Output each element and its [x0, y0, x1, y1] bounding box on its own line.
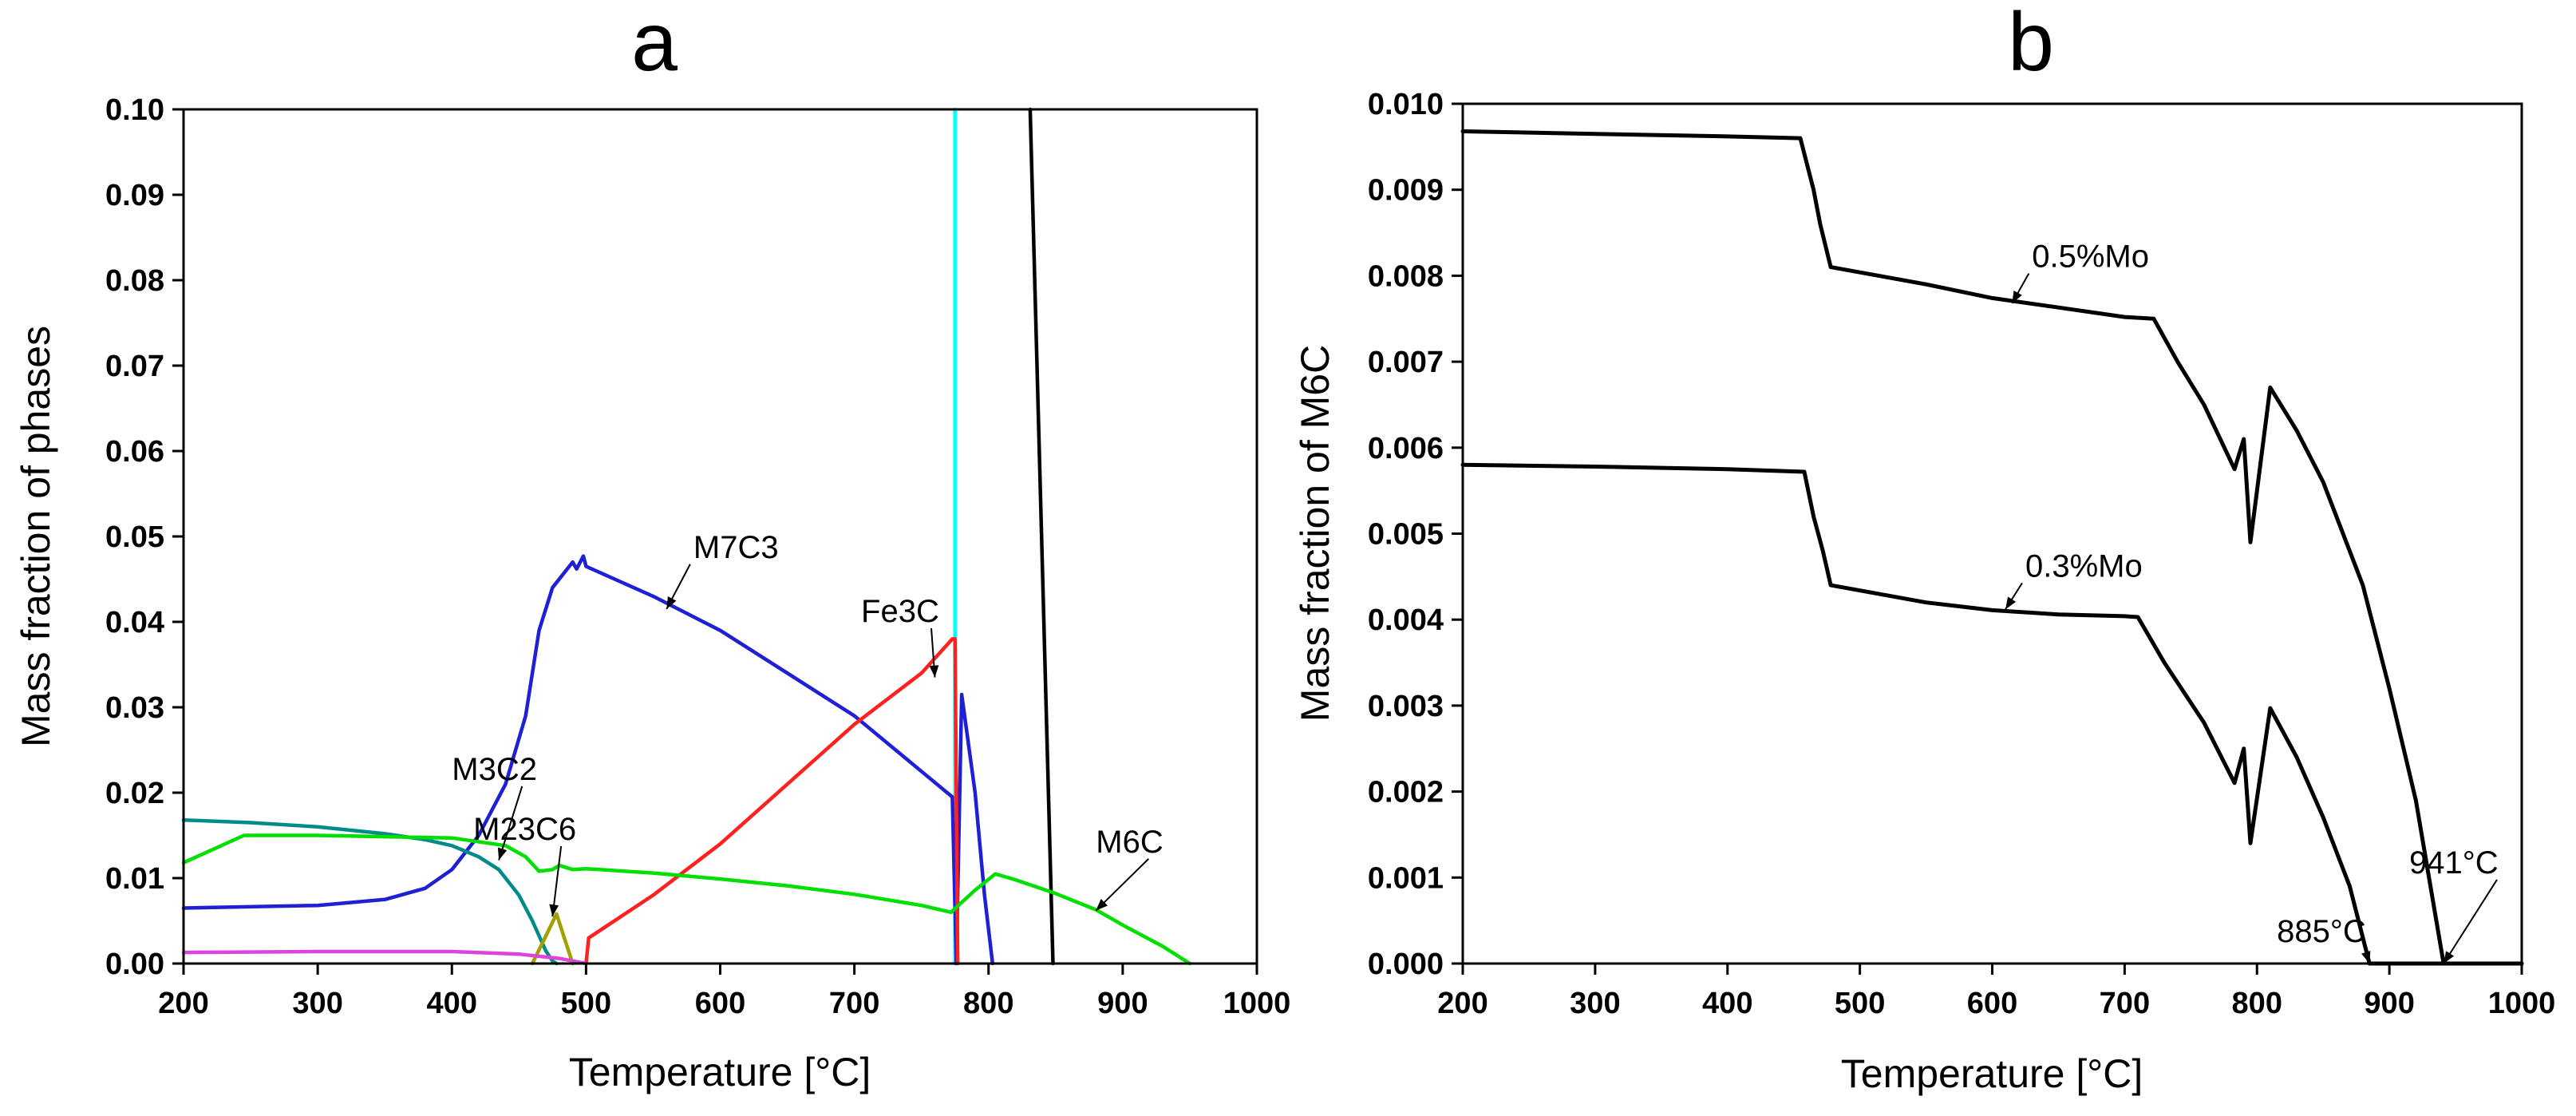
series-m6c-line [181, 833, 1192, 966]
annotation-label: 885°C [2277, 914, 2366, 949]
y-tick-label: 0.09 [105, 179, 164, 212]
annotation-arrowhead [1096, 899, 1108, 911]
annotation-label: M23C6 [473, 812, 576, 847]
annotation-label: M6C [1096, 825, 1163, 860]
panel-b-ticks: 200 300 400 500 600 700 800 900 1000 0.000 0.001 0.… [1368, 88, 2555, 1020]
annotation-arrowhead [2444, 951, 2455, 964]
annotation-arrowhead [549, 904, 559, 917]
y-tick-label: 0.003 [1368, 690, 1444, 723]
y-tick-label: 0.001 [1368, 861, 1444, 895]
panel-b: b 200 300 400 500 600 700 800 900 1000 0.000 0.001… [1293, 0, 2555, 1096]
y-tick-label: 0.01 [105, 862, 164, 896]
y-tick-label: 0.07 [105, 350, 164, 383]
annotation-label: M7C3 [693, 530, 779, 565]
panel-b-y-axis-title: Mass fraction of M6C [1293, 345, 1337, 722]
y-tick-label: 0.05 [105, 520, 164, 554]
y-tick-label: 0.010 [1368, 88, 1444, 121]
annotation-arrowhead [2005, 596, 2017, 610]
x-tick-label: 800 [2232, 987, 2282, 1020]
panel-b-frame [1461, 102, 2523, 965]
annotation-leader [2443, 879, 2498, 964]
annotation-label: 941°C [2409, 845, 2499, 881]
panel-a-plot-area [181, 107, 1192, 966]
series-0-5-mo-line [1460, 129, 2524, 966]
x-tick-label: 1000 [1223, 987, 1291, 1020]
panel-a-letter: a [631, 0, 678, 89]
x-tick-label: 600 [695, 987, 745, 1020]
x-tick-label: 1000 [2488, 987, 2556, 1020]
x-tick-label: 900 [1097, 987, 1148, 1020]
series-m3c2-line [181, 817, 559, 966]
panel-b-letter: b [2008, 0, 2054, 89]
annotation-label: M3C2 [452, 752, 537, 787]
y-tick-label: 0.00 [105, 948, 164, 981]
x-tick-label: 700 [2100, 987, 2150, 1020]
panel-a-x-axis-title: Temperature [°C] [569, 1050, 871, 1094]
panel-b-x-axis-title: Temperature [°C] [1841, 1051, 2143, 1096]
x-tick-label: 900 [2364, 987, 2414, 1020]
annotation-leader [498, 786, 523, 861]
series-unlabeled-phase-line [181, 949, 588, 966]
x-tick-label: 500 [1835, 987, 1885, 1020]
y-tick-label: 0.000 [1368, 948, 1444, 981]
series-0-3-mo-line [1460, 462, 2524, 966]
annotation-arrowhead [2012, 291, 2022, 303]
panel-b-annotations: 0.5%Mo 0.3%Mo 941°C 885°C [2005, 239, 2499, 964]
y-tick-label: 0.06 [105, 435, 164, 469]
x-tick-label: 200 [1437, 987, 1488, 1020]
series-fe3c-line [584, 637, 960, 966]
x-tick-label: 300 [1570, 987, 1620, 1020]
y-tick-label: 0.02 [105, 777, 164, 810]
annotation-leader [1095, 858, 1149, 912]
x-tick-label: 500 [561, 987, 611, 1020]
panel-b-plot-area [1460, 129, 2524, 966]
x-tick-label: 700 [829, 987, 879, 1020]
y-tick-label: 0.10 [105, 93, 164, 127]
annotation-label: 0.5%Mo [2032, 239, 2149, 275]
x-tick-label: 800 [963, 987, 1013, 1020]
annotation-arrowhead [666, 596, 677, 609]
x-tick-label: 400 [427, 987, 477, 1020]
annotation-label: Fe3C [861, 594, 939, 629]
annotation-arrowhead [929, 665, 939, 678]
x-tick-label: 600 [1967, 987, 2017, 1020]
y-tick-label: 0.03 [105, 691, 164, 725]
y-tick-label: 0.005 [1368, 518, 1444, 552]
series-austenite-boundary-line [1028, 107, 1055, 966]
x-tick-label: 400 [1702, 987, 1752, 1020]
y-tick-label: 0.007 [1368, 346, 1444, 379]
annotation-label: 0.3%Mo [2025, 548, 2143, 584]
y-tick-label: 0.04 [105, 606, 164, 639]
panel-a-ticks: 200 300 400 500 600 700 800 900 1000 0.00 0.01 0.02… [105, 93, 1290, 1020]
panel-a: a 200 300 400 500 600 700 800 900 1000 0.00 0.01 0.… [14, 0, 1290, 1094]
y-tick-label: 0.008 [1368, 259, 1444, 293]
y-tick-label: 0.002 [1368, 776, 1444, 809]
annotation-arrowhead [2361, 951, 2371, 964]
panel-a-annotations: M7C3 Fe3C M3C2 M23C6 M6C [452, 530, 1164, 917]
y-tick-label: 0.006 [1368, 432, 1444, 465]
panel-a-y-axis-title: Mass fraction of phases [14, 326, 58, 747]
series-m23c6-line [530, 912, 575, 966]
x-tick-label: 200 [158, 987, 208, 1020]
x-tick-label: 300 [292, 987, 342, 1020]
y-tick-label: 0.004 [1368, 604, 1444, 637]
y-tick-label: 0.009 [1368, 174, 1444, 208]
annotation-arrowhead [497, 847, 508, 861]
y-tick-label: 0.08 [105, 264, 164, 298]
